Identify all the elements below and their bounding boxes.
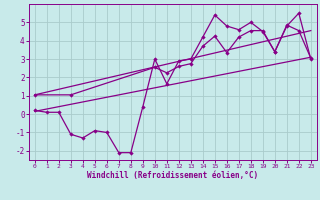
X-axis label: Windchill (Refroidissement éolien,°C): Windchill (Refroidissement éolien,°C) — [87, 171, 258, 180]
